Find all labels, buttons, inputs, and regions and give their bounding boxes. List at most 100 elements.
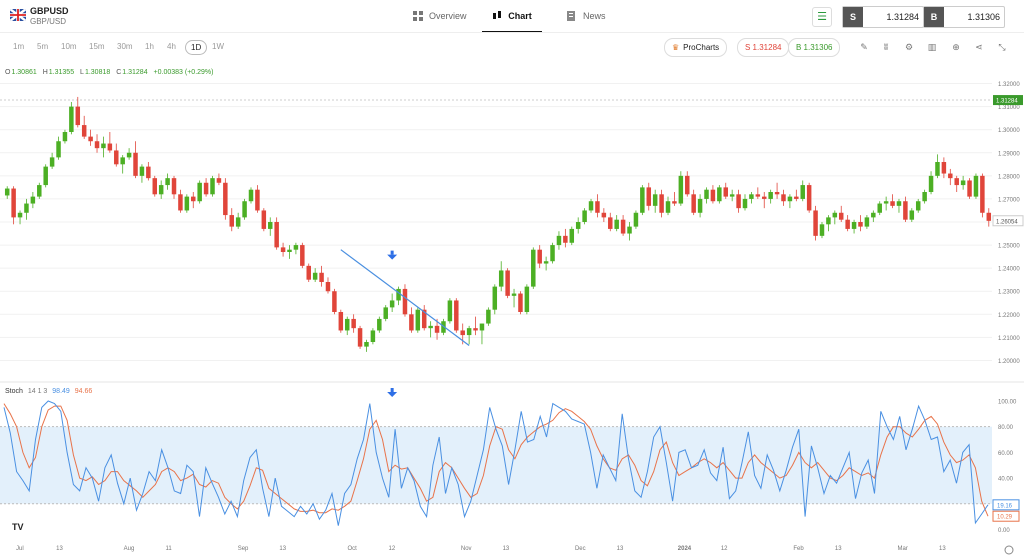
candle [903,201,908,220]
tab-chart[interactable]: Chart [482,0,542,33]
timeframe-1w[interactable]: 1W [212,42,224,51]
sell-button[interactable]: S 1.31284 [842,6,924,28]
prochart-sell-button[interactable]: S 1.31284 [737,38,790,57]
candle [717,187,722,202]
axis-settings-icon[interactable] [1004,545,1014,555]
settings-icon[interactable]: ⚙ [904,42,914,52]
price-grid [0,83,992,361]
time-tick-label: Aug [124,546,135,552]
time-tick-label: 13 [503,546,510,552]
timeframe-4h[interactable]: 4h [167,42,176,51]
candle [4,188,10,196]
candle [787,196,793,202]
candle [896,201,902,206]
trade-list-icon[interactable]: ☰ [812,7,832,27]
candle [736,194,741,209]
candle [871,212,876,218]
candle [864,217,870,227]
candle [171,178,177,195]
price-chart[interactable]: 1.32000 1.31000 1.30000 1.29000 1.28000 1.270… [0,62,1024,560]
candle [608,217,613,229]
timeframe-30m[interactable]: 30m [117,42,133,51]
candle [652,194,658,206]
candle [133,152,138,176]
timeframe-10m[interactable]: 10m [61,42,77,51]
candle [672,201,677,204]
candle [473,328,478,331]
timeframe-15m[interactable]: 15m [89,42,105,51]
ohlc-c-label: C [116,69,121,76]
instrument-name: GBP/USD [30,17,67,26]
candle [43,166,48,186]
crown-icon: ♛ [672,43,680,52]
candles [4,96,992,352]
candle [768,192,773,199]
stoch-params: 14 1 3 [28,388,48,395]
stoch-tick-label: 80.00 [998,425,1014,431]
timeframe-1d[interactable]: 1D [185,40,208,55]
stoch-legend: Stoch 14 1 3 98.49 94.66 [5,388,92,395]
bar-chart-icon[interactable]: ▥ [927,42,937,52]
time-tick-label: 13 [617,546,624,552]
candle [139,166,145,176]
tab-overview-label: Overview [429,10,467,21]
price-tick-label: 1.20000 [998,359,1020,365]
tab-news[interactable]: News [567,0,606,31]
arrow-head [387,392,398,397]
share-icon[interactable]: ⋖ [975,42,983,52]
price-tick-label: 1.22000 [998,313,1020,319]
tab-overview[interactable]: Overview [413,0,467,31]
timeframe-1m[interactable]: 1m [13,42,25,51]
candle [165,178,170,186]
candle [646,187,652,206]
candle [396,288,401,301]
time-tick-label: 2024 [678,546,692,552]
candle [191,196,196,202]
candle [742,198,748,209]
candle [454,300,459,331]
candle [800,185,805,199]
candle [749,194,754,199]
candle [915,201,921,211]
stoch-grid [0,426,992,505]
candle [890,201,895,206]
stoch-tick-label: 0.00 [998,528,1010,534]
timeframe-5m[interactable]: 5m [37,42,49,51]
candle [633,212,639,227]
add-icon[interactable]: ⊕ [952,42,960,52]
candle [614,219,619,229]
indicators-icon[interactable]: ʬ [883,42,889,52]
prochart-button[interactable]: ♛ ProCharts [664,38,728,57]
timeframe-1h[interactable]: 1h [145,42,154,51]
candle [883,201,889,204]
candle [364,342,369,347]
candle [344,318,350,331]
time-tick-label: 11 [166,546,173,552]
stoch-d-badge [992,510,1020,522]
candle [255,189,260,211]
collapse-icon[interactable]: ⤡ [998,42,1006,52]
candle [300,245,305,266]
pencil-icon[interactable]: ✎ [860,42,868,52]
ohlc-l: 1.30818 [85,69,110,76]
candle [537,249,542,264]
stoch-tick-label: 100.00 [998,399,1017,405]
stoch-legend-label: Stoch [5,388,23,395]
candle [402,288,408,315]
candle [794,196,799,199]
candle [447,300,453,322]
time-tick-label: 12 [721,546,728,552]
candle [69,106,74,132]
candle [30,196,36,204]
time-tick-label: Mar [898,546,908,552]
candle [697,198,703,213]
candle [434,325,440,333]
buy-button[interactable]: B 1.31306 [923,6,1005,28]
candle [332,291,337,312]
candle [973,175,979,197]
candle [421,309,427,329]
prochart-buy-button[interactable]: B 1.31306 [788,38,841,57]
candle [94,141,100,149]
ohlc-h-label: H [43,69,48,76]
stoch-band [0,426,992,504]
